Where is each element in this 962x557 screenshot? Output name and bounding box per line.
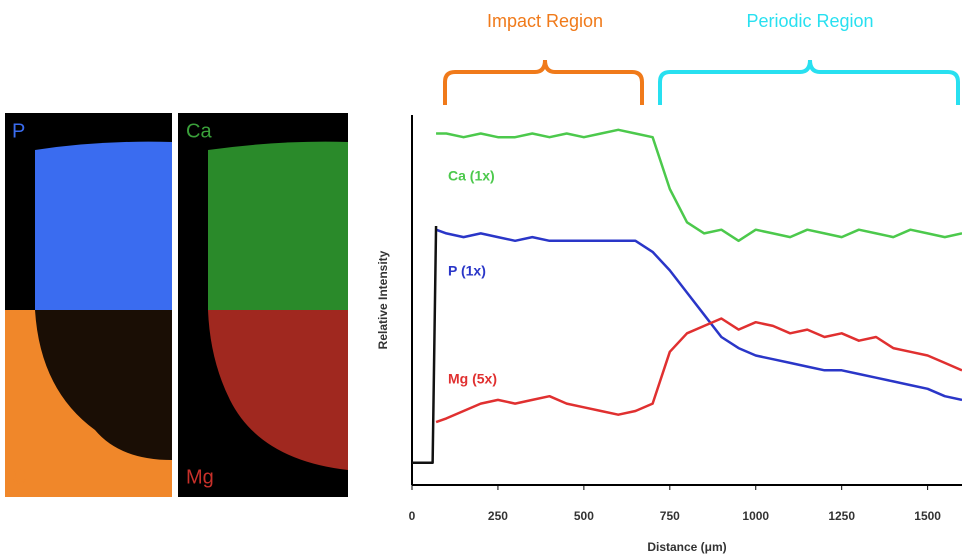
x-axis-title: Distance (μm) xyxy=(647,540,726,554)
series-label: Mg (5x) xyxy=(448,371,497,387)
series-label: Ca (1x) xyxy=(448,168,495,184)
periodic-brace xyxy=(658,59,960,105)
c-map-dark xyxy=(35,310,172,460)
region-label: Impact Region xyxy=(487,11,603,31)
p-map xyxy=(35,141,172,310)
panel-divider xyxy=(172,113,178,497)
x-tick-label: 750 xyxy=(660,509,680,523)
x-tick-label: 250 xyxy=(488,509,508,523)
element-maps xyxy=(5,113,348,497)
panel-label: C xyxy=(12,466,26,488)
x-tick-label: 500 xyxy=(574,509,594,523)
x-tick-label: 0 xyxy=(409,509,416,523)
line-series xyxy=(412,225,438,465)
panel-label: Mg xyxy=(186,466,214,488)
x-tick-label: 1500 xyxy=(914,509,941,523)
line-series xyxy=(435,317,962,424)
line-series xyxy=(436,128,962,243)
x-tick-label: 1000 xyxy=(742,509,769,523)
region-label: Periodic Region xyxy=(746,11,873,31)
x-tick-label: 1250 xyxy=(828,509,855,523)
series-label: P (1x) xyxy=(448,263,486,279)
impact-brace xyxy=(443,59,644,105)
y-axis-title: Relative Intensity xyxy=(376,250,390,349)
panel-label: Ca xyxy=(186,120,212,142)
ca-map xyxy=(208,141,348,310)
line-series xyxy=(435,228,962,402)
panel-label: P xyxy=(12,120,25,142)
mg-map xyxy=(208,310,348,470)
